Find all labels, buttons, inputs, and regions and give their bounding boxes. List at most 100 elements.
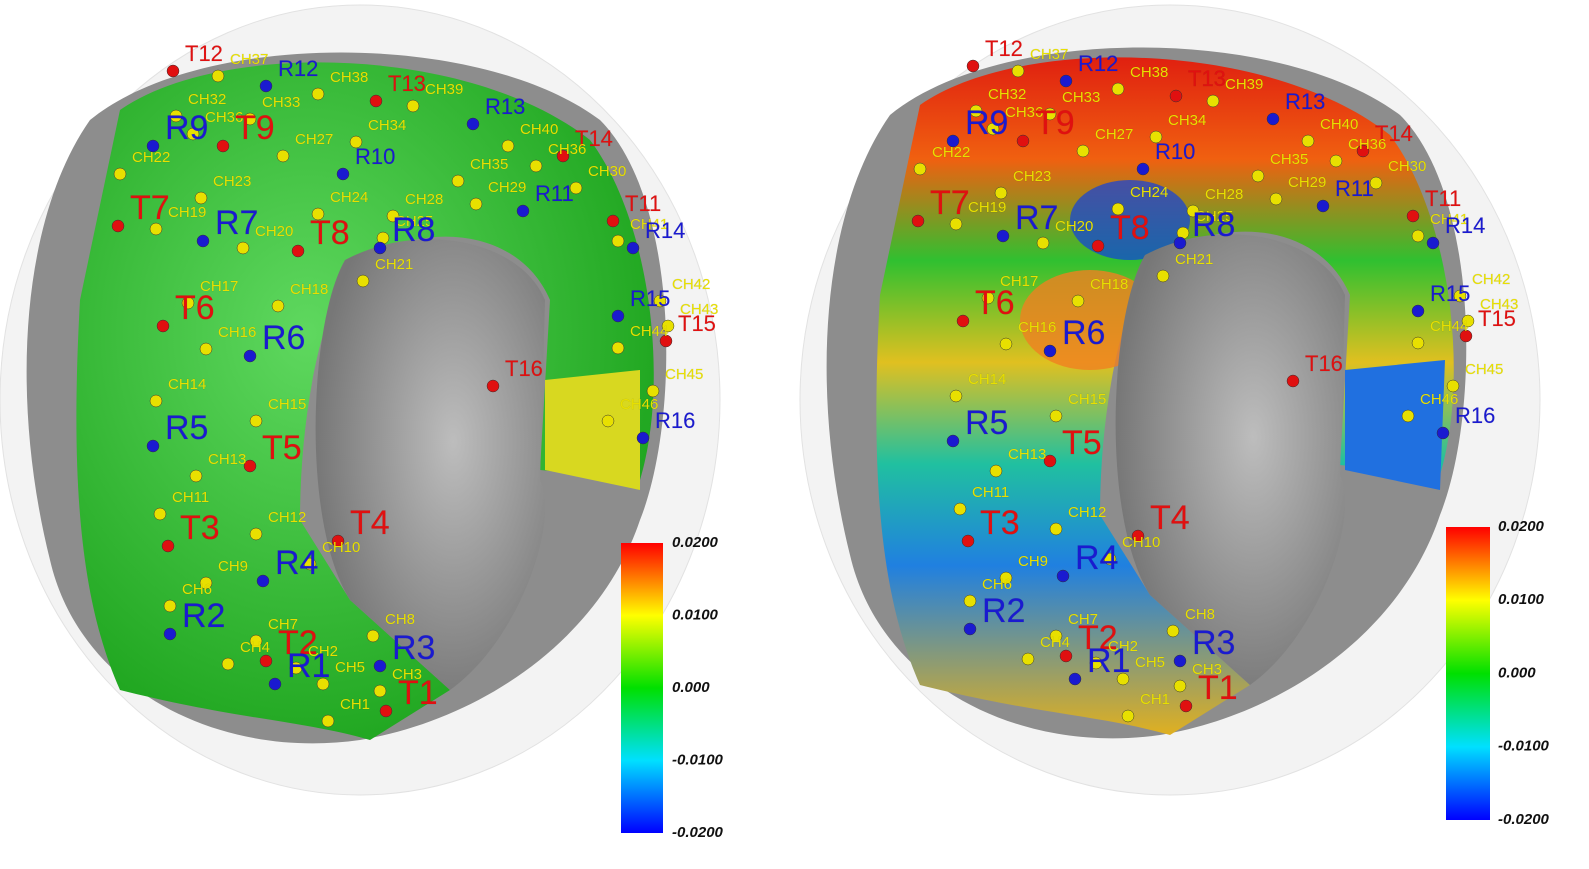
colorbar-tick-label: 0.0200	[1498, 518, 1545, 535]
electrode	[1071, 294, 1085, 308]
electrode	[216, 139, 230, 153]
channel-label: R15	[1430, 281, 1470, 306]
electrode	[1329, 154, 1343, 168]
channel-label: R7	[1015, 199, 1058, 237]
electrode	[949, 217, 963, 231]
channel-label: CH14	[968, 371, 1006, 388]
electrode	[1056, 569, 1070, 583]
channel-label: R5	[165, 409, 208, 447]
electrode	[611, 234, 625, 248]
electrode	[1461, 314, 1475, 328]
channel-label: CH19	[168, 204, 206, 221]
channel-label: T6	[175, 289, 215, 327]
electrode	[636, 431, 650, 445]
electrode	[1043, 107, 1057, 121]
electrode	[946, 134, 960, 148]
channel-label: CH15	[268, 396, 306, 413]
channel-label: T11	[1425, 186, 1461, 211]
channel-label: CH37	[230, 51, 268, 68]
channel-label: T5	[1062, 424, 1102, 462]
electrode	[1436, 426, 1450, 440]
channel-label: R15	[630, 286, 670, 311]
channel-label: T12	[985, 36, 1023, 61]
electrode	[953, 502, 967, 516]
electrode	[1049, 629, 1063, 643]
electrode	[606, 214, 620, 228]
channel-label: CH13	[208, 451, 246, 468]
electrode	[331, 534, 345, 548]
channel-label: CH39	[425, 81, 463, 98]
channel-label: CH21	[1175, 251, 1213, 268]
channel-label: T4	[1150, 499, 1190, 537]
colorbar	[621, 543, 663, 833]
colorbar-tick-label: 0.0100	[1498, 591, 1545, 608]
channel-label: R2	[182, 597, 225, 635]
electrode	[486, 379, 500, 393]
channel-label: T11	[625, 191, 661, 216]
channel-label: CH11	[972, 484, 1009, 501]
channel-label: CH36	[548, 141, 586, 158]
channel-label: CH45	[1465, 361, 1503, 378]
channel-label: T14	[575, 126, 613, 151]
colorbar-tick-label: 0.0200	[672, 534, 719, 551]
channel-label: R14	[1445, 213, 1485, 238]
channel-label: CH33	[262, 94, 300, 111]
electrode	[611, 309, 625, 323]
electrode	[373, 241, 387, 255]
colorbar-tick-label: -0.0200	[672, 824, 724, 841]
electrode	[386, 209, 400, 223]
channel-label: T7	[130, 189, 170, 227]
channel-label: CH17	[200, 278, 238, 295]
channel-label: CH10	[1122, 534, 1160, 551]
electrode	[1173, 654, 1187, 668]
electrode	[451, 174, 465, 188]
channel-label: CH4	[1040, 634, 1070, 651]
channel-label: CH45	[665, 366, 703, 383]
electrode	[303, 557, 317, 571]
activation-map	[876, 57, 1454, 736]
channel-label: R4	[1075, 539, 1118, 577]
electrode	[963, 594, 977, 608]
channel-label: CH12	[268, 509, 306, 526]
electrode	[1266, 112, 1280, 126]
channel-label: R12	[1078, 51, 1118, 76]
channel-label: CH15	[1068, 391, 1106, 408]
channel-label: T15	[678, 311, 716, 336]
electrode	[243, 459, 257, 473]
activation-blob	[1070, 180, 1190, 260]
colorbar-tick-label: 0.000	[1498, 664, 1536, 681]
channel-label: CH5	[335, 659, 365, 676]
electrode	[961, 534, 975, 548]
electrode	[1406, 209, 1420, 223]
electrode	[1111, 202, 1125, 216]
electrode	[163, 599, 177, 613]
channel-label: CH43	[680, 301, 718, 318]
channel-label: R2	[982, 592, 1025, 630]
channel-label: CH30	[1388, 158, 1426, 175]
electrode	[966, 59, 980, 73]
electrode	[1016, 134, 1030, 148]
channel-label: CH16	[1018, 319, 1056, 336]
channel-label: R13	[485, 94, 525, 119]
electrode	[316, 677, 330, 691]
channel-label: CH43	[1480, 296, 1518, 313]
electrode	[1411, 336, 1425, 350]
colorbar-tick-label: -0.0100	[1498, 738, 1550, 755]
channel-label: CH1	[340, 696, 370, 713]
electrode	[194, 191, 208, 205]
electrode	[291, 244, 305, 258]
electrode	[311, 207, 325, 221]
colorbar	[1446, 527, 1490, 820]
electrode	[146, 139, 160, 153]
electrode	[249, 414, 263, 428]
electrode	[111, 219, 125, 233]
electrode	[969, 104, 983, 118]
electrode	[981, 291, 995, 305]
electrode	[1043, 454, 1057, 468]
channel-label: CH30	[588, 163, 626, 180]
channel-label: R7	[215, 204, 258, 242]
channel-label: T8	[1110, 209, 1150, 247]
electrode	[529, 159, 543, 173]
channel-label: CH24	[330, 189, 368, 206]
